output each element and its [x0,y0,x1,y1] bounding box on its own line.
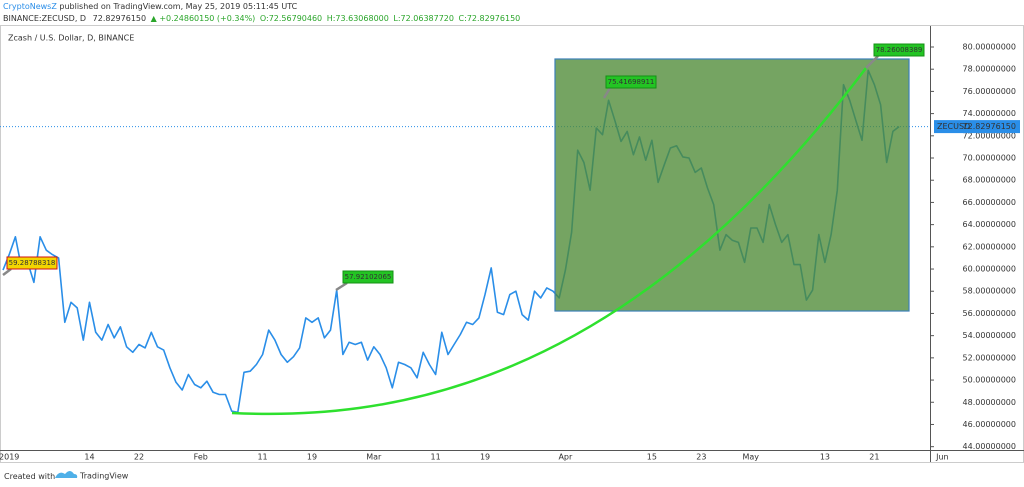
x-tick-label: May [743,453,760,462]
y-tick-label: 60.00000000 [963,265,1016,274]
y-tick-label: 64.00000000 [963,220,1016,229]
trend-curve [231,67,867,416]
callout-label: 57.92102065 [345,273,392,281]
last: 72.82976150 [93,14,146,23]
y-tick-label: 54.00000000 [963,331,1016,340]
footer-brand[interactable]: TradingView [79,472,129,481]
overlay [231,58,910,416]
footer-text: Created with [4,472,55,481]
x-tick-label: 13 [820,453,830,462]
author[interactable]: CryptoNewsZ [3,2,57,11]
x-tick-label: 19 [307,453,317,462]
callout-pointer [602,87,612,99]
x-tick-label: Jun [935,453,949,462]
y-tick-label: 44.00000000 [963,442,1016,451]
chart-title: Zcash / U.S. Dollar, D, BINANCE [8,34,134,43]
logo [55,471,78,478]
y-tick-label: 52.00000000 [963,353,1016,362]
y-tick-label: 80.00000000 [963,42,1016,51]
callout-pointer [2,268,12,276]
y-tick-label: 62.00000000 [963,242,1016,251]
y-tick-label: 76.00000000 [963,87,1016,96]
ohlc: O:72.56790460 [260,14,322,23]
ohlc: C:72.82976150 [459,14,521,23]
y-tick-label: 70.00000000 [963,154,1016,163]
ohlc: L:72.06387720 [393,14,454,23]
x-tick-label: 15 [647,453,657,462]
y-tick-label: 66.00000000 [963,198,1016,207]
y-tick-label: 58.00000000 [963,287,1016,296]
y-tick-label: 50.00000000 [963,376,1016,385]
callout-pointer [865,55,879,69]
price-tag [934,120,1020,134]
callout-box [342,270,394,284]
y-tick-label: 56.00000000 [963,309,1016,318]
x-tick-label: Mar [366,453,382,462]
callout-label: 59.28788318 [9,259,56,267]
y-tick-label: 48.00000000 [963,398,1016,407]
callout-label: 75.41698911 [608,78,655,86]
x-tick-label: 23 [696,453,706,462]
ohlc: H:73.63068000 [327,14,389,23]
labels: 80.00000000 78.00000000 76.00000000 74.0000… [0,42,1020,462]
callout-pointer [335,281,348,292]
x-tick-label: 11 [257,453,267,462]
y-tick-label: 46.00000000 [963,420,1016,429]
y-tick-label: 78.00000000 [963,65,1016,74]
callout-box [605,75,657,89]
header-text: published on TradingView.com, May 25, 20… [59,2,297,11]
footer: Created with [4,472,55,481]
x-tick-label: Apr [558,453,573,462]
callout-box [873,43,925,57]
x-tick-label: Feb [194,453,208,462]
y-tick-label: 68.00000000 [963,176,1016,185]
x-tick-label: 19 [480,453,490,462]
y-tick-label: 72.00000000 [963,131,1016,140]
change: ▲ +0.24860150 (+0.34%) [151,14,256,23]
symbol-bar: BINANCE:ZECUSD, D 72.82976150 ▲ +0.24860… [3,14,520,23]
x-tick-label: 14 [84,453,94,462]
x-tick-label: 22 [134,453,144,462]
x-tick-label: 2019 [0,453,19,462]
price-tag-value: 72.82976150 [963,122,1016,131]
x-tick-label: 11 [431,453,441,462]
highlight-box [554,58,910,312]
y-tick-label: 74.00000000 [963,109,1016,118]
symbol: BINANCE:ZECUSD, D [3,14,86,23]
callout-label: 78.26008389 [876,46,923,54]
header: CryptoNewsZ published on TradingView.com… [3,2,298,11]
callout-box [6,256,58,270]
price-tag-symbol: ZECUSD [937,122,970,131]
x-tick-label: 21 [869,453,879,462]
